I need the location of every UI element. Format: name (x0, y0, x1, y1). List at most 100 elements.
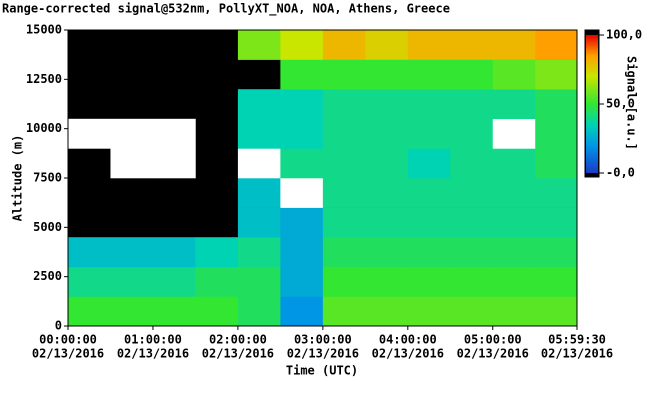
x-tick-date: 02/13/2016 (202, 347, 274, 361)
heatmap-cell (237, 89, 281, 120)
heatmap-cell (280, 148, 324, 179)
heatmap-cell (237, 237, 281, 268)
heatmap-cell (68, 118, 111, 149)
heatmap-cell (450, 89, 494, 120)
x-tick-label: 04:00:00 (379, 333, 437, 347)
heatmap-cell (322, 237, 366, 268)
colorbar-label: Signal [a.u.] (625, 56, 639, 150)
heatmap-cell (280, 207, 324, 238)
colorbar (586, 35, 598, 173)
heatmap-cell (110, 296, 154, 327)
x-tick-date: 02/13/2016 (117, 347, 189, 361)
heatmap-cell (365, 59, 409, 90)
heatmap-cell (237, 207, 281, 238)
heatmap-cell (195, 296, 239, 327)
x-tick-date: 02/13/2016 (372, 347, 444, 361)
heatmap-cell (450, 59, 494, 90)
heatmap-cell (237, 118, 281, 149)
heatmap-cell (492, 59, 536, 90)
heatmap-cell (365, 237, 409, 268)
x-tick-label: 05:00:00 (464, 333, 522, 347)
heatmap-cell (492, 148, 536, 179)
heatmap-cell (407, 237, 451, 268)
heatmap-cell (407, 89, 451, 120)
heatmap-cell (450, 30, 494, 60)
heatmap-cell (68, 237, 111, 268)
x-tick-label: 02:00:00 (209, 333, 267, 347)
heatmap-cell (152, 266, 196, 297)
heatmap-cell (450, 118, 494, 149)
heatmap-cell (492, 296, 536, 327)
heatmap-cell (322, 207, 366, 238)
heatmap-cell (280, 296, 324, 327)
heatmap-cell (535, 59, 578, 90)
heatmap-cell (322, 148, 366, 179)
y-tick-label: 7500 (33, 171, 62, 185)
heatmap-cell (280, 266, 324, 297)
heatmap-cell (535, 178, 578, 208)
heatmap-cell (407, 296, 451, 327)
heatmap-cell (280, 30, 324, 60)
x-tick-date: 02/13/2016 (32, 347, 104, 361)
heatmap-cell (322, 118, 366, 149)
heatmap-cell (365, 266, 409, 297)
heatmap-cell (450, 178, 494, 208)
heatmap-cell (535, 30, 578, 60)
y-tick-label: 2500 (33, 269, 62, 283)
y-tick-label: 15000 (26, 23, 62, 37)
chart-title: Range-corrected signal@532nm, PollyXT_NO… (2, 2, 450, 17)
heatmap-cell (492, 30, 536, 60)
colorbar-tick-label: -0,0 (606, 166, 635, 180)
heatmap-cell (407, 59, 451, 90)
x-tick-label: 00:00:00 (39, 333, 97, 347)
heatmap-cell (492, 207, 536, 238)
heatmap-cell (322, 59, 366, 90)
heatmap-cell (280, 118, 324, 149)
heatmap-cell (280, 237, 324, 268)
heatmap-cell (322, 89, 366, 120)
heatmap-cell (492, 118, 536, 149)
heatmap-cell (450, 207, 494, 238)
heatmap (68, 30, 578, 327)
heatmap-cell (152, 118, 196, 149)
heatmap-cell (322, 178, 366, 208)
heatmap-cell (365, 30, 409, 60)
heatmap-cell (535, 148, 578, 179)
heatmap-cell (195, 266, 239, 297)
heatmap-cell (365, 207, 409, 238)
heatmap-cell (110, 266, 154, 297)
colorbar-tick-label: 100,0 (606, 28, 642, 42)
heatmap-cell (450, 148, 494, 179)
heatmap-cell (68, 296, 111, 327)
x-tick-date: 02/13/2016 (457, 347, 529, 361)
heatmap-cell (280, 89, 324, 120)
heatmap-cell (407, 178, 451, 208)
heatmap-cell (365, 89, 409, 120)
heatmap-cell (492, 178, 536, 208)
heatmap-cell (535, 266, 578, 297)
colorbar-tick-label: 50,0 (606, 97, 635, 111)
heatmap-cell (237, 296, 281, 327)
heatmap-cell (407, 266, 451, 297)
y-tick-label: 10000 (26, 121, 62, 135)
heatmap-cell (535, 118, 578, 149)
heatmap-cell (237, 266, 281, 297)
x-tick-date: 02/13/2016 (541, 347, 613, 361)
heatmap-cell (535, 296, 578, 327)
heatmap-cell (68, 266, 111, 297)
axes: 025005000750010000125001500000:00:0002/1… (26, 23, 642, 361)
heatmap-cell (322, 30, 366, 60)
heatmap-cell (322, 296, 366, 327)
heatmap-cell (407, 30, 451, 60)
y-tick-label: 0 (55, 319, 62, 333)
heatmap-cell (450, 296, 494, 327)
heatmap-cell (365, 148, 409, 179)
y-tick-label: 12500 (26, 72, 62, 86)
heatmap-cell (450, 266, 494, 297)
x-tick-date: 02/13/2016 (287, 347, 359, 361)
heatmap-cell (450, 237, 494, 268)
heatmap-cell (152, 237, 196, 268)
heatmap-cell (535, 89, 578, 120)
heatmap-cell (237, 178, 281, 208)
